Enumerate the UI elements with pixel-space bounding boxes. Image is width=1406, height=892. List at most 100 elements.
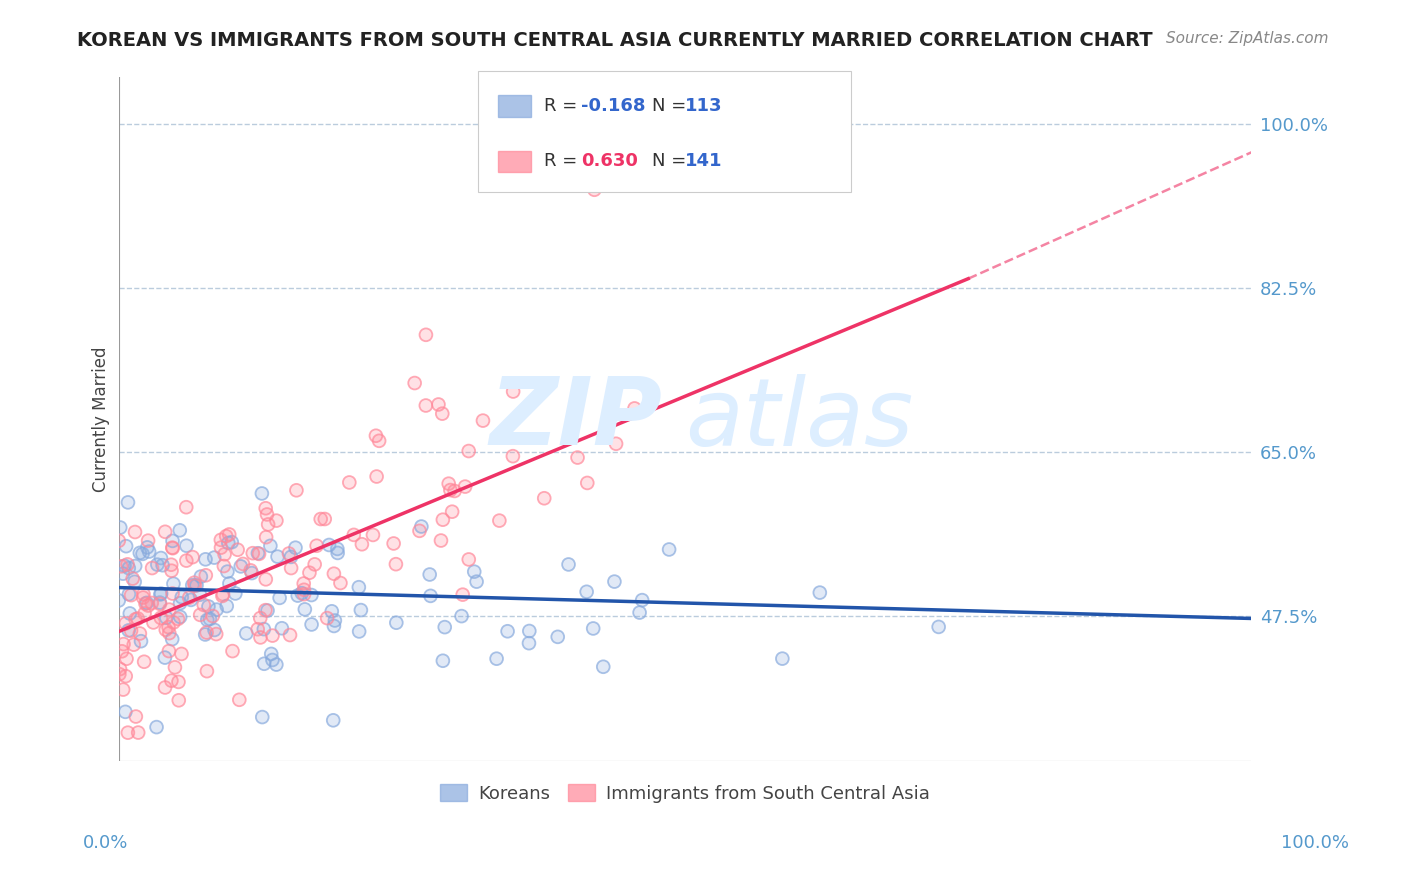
Point <box>162 533 184 548</box>
Point <box>218 527 240 541</box>
Point <box>228 693 250 707</box>
Point <box>118 561 141 575</box>
Point <box>432 654 454 668</box>
Point <box>111 566 134 581</box>
Point <box>266 657 288 672</box>
Point <box>162 615 184 630</box>
Point <box>347 624 370 639</box>
Point <box>439 483 461 497</box>
Point <box>605 436 627 450</box>
Point <box>131 547 153 561</box>
Point <box>128 626 150 640</box>
Point <box>157 626 180 640</box>
Point <box>382 536 405 550</box>
Point <box>124 574 146 589</box>
Point <box>266 514 288 528</box>
Point <box>592 659 614 673</box>
Point <box>547 630 569 644</box>
Point <box>124 559 146 574</box>
Point <box>496 624 519 639</box>
Point <box>224 586 246 600</box>
Point <box>432 654 454 668</box>
Point <box>198 612 221 626</box>
Point <box>408 524 430 538</box>
Point <box>575 584 598 599</box>
Point <box>184 579 207 593</box>
Point <box>108 667 131 681</box>
Point <box>150 586 173 600</box>
Point <box>162 541 184 556</box>
Point <box>193 598 215 612</box>
Point <box>628 606 651 620</box>
Point <box>153 681 176 695</box>
Point <box>547 630 569 644</box>
Point <box>132 591 155 605</box>
Point <box>162 541 184 555</box>
Point <box>202 550 225 565</box>
Point <box>450 609 472 624</box>
Point <box>181 550 204 565</box>
Point <box>280 561 302 575</box>
Point <box>246 546 269 560</box>
Point <box>169 523 191 537</box>
Text: 141: 141 <box>685 153 723 170</box>
Point <box>441 505 464 519</box>
Point <box>170 647 193 661</box>
Point <box>321 604 343 618</box>
Point <box>928 620 950 634</box>
Point <box>347 624 370 639</box>
Y-axis label: Currently Married: Currently Married <box>93 346 110 491</box>
Point <box>427 397 450 411</box>
Point <box>127 611 149 625</box>
Point <box>167 674 190 689</box>
Point <box>118 587 141 601</box>
Point <box>134 597 156 611</box>
Point <box>169 523 191 537</box>
Point <box>124 524 146 539</box>
Point <box>215 529 238 543</box>
Point <box>121 572 143 586</box>
Point <box>120 624 142 638</box>
Point <box>301 588 323 602</box>
Point <box>488 514 510 528</box>
Point <box>134 607 156 621</box>
Point <box>628 606 651 620</box>
Point <box>229 559 252 574</box>
Point <box>110 520 132 534</box>
Text: ZIP: ZIP <box>489 373 662 465</box>
Point <box>214 547 236 561</box>
Point <box>232 557 254 571</box>
Text: R =: R = <box>544 153 583 170</box>
Point <box>134 597 156 611</box>
Point <box>314 512 336 526</box>
Point <box>107 593 129 607</box>
Point <box>254 572 277 586</box>
Point <box>249 611 271 625</box>
Point <box>291 586 314 600</box>
Text: 100.0%: 100.0% <box>1281 834 1348 852</box>
Point <box>142 615 165 630</box>
Point <box>194 627 217 641</box>
Point <box>432 513 454 527</box>
Point <box>254 530 277 544</box>
Point <box>120 588 142 602</box>
Point <box>157 644 180 658</box>
Point <box>605 436 627 450</box>
Point <box>576 475 599 490</box>
Point <box>808 585 831 599</box>
Point <box>149 597 172 611</box>
Point <box>557 558 579 572</box>
Point <box>176 553 198 567</box>
Point <box>197 599 219 614</box>
Point <box>129 634 152 648</box>
Point <box>125 709 148 723</box>
Point <box>326 541 349 556</box>
Point <box>488 514 510 528</box>
Point <box>457 552 479 566</box>
Point <box>155 623 177 637</box>
Text: -0.168: -0.168 <box>581 97 645 115</box>
Point <box>298 566 321 580</box>
Point <box>294 602 316 616</box>
Point <box>155 610 177 624</box>
Point <box>301 588 323 602</box>
